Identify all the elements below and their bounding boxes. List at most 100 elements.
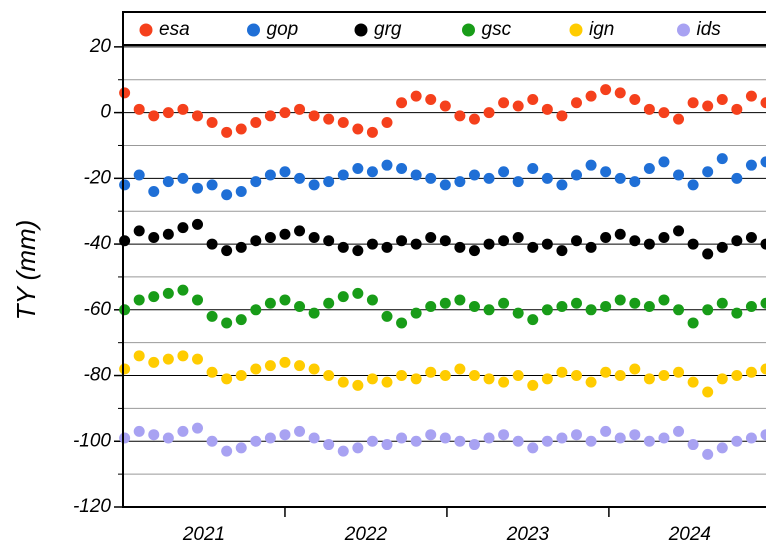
point bbox=[221, 373, 233, 385]
point bbox=[716, 373, 728, 385]
point bbox=[498, 235, 510, 247]
y-tick-label: -60 bbox=[84, 299, 112, 320]
point bbox=[439, 179, 451, 191]
point bbox=[527, 93, 539, 105]
point bbox=[643, 162, 655, 174]
point bbox=[162, 176, 174, 188]
point bbox=[760, 97, 766, 109]
y-tick-label: -40 bbox=[84, 233, 112, 254]
point bbox=[585, 241, 597, 253]
point bbox=[133, 225, 145, 237]
point bbox=[279, 294, 291, 306]
point bbox=[323, 370, 335, 382]
point bbox=[235, 370, 247, 382]
point bbox=[323, 297, 335, 309]
point bbox=[410, 373, 422, 385]
x-tick-label: 2021 bbox=[182, 524, 225, 545]
point bbox=[308, 432, 320, 444]
point bbox=[308, 307, 320, 319]
point bbox=[600, 231, 612, 243]
point bbox=[745, 301, 757, 313]
legend-label: gsc bbox=[482, 19, 512, 40]
point bbox=[250, 435, 262, 447]
point bbox=[454, 110, 466, 122]
point bbox=[614, 432, 626, 444]
point bbox=[366, 238, 378, 250]
point bbox=[381, 116, 393, 128]
point bbox=[148, 185, 160, 197]
point bbox=[483, 373, 495, 385]
point bbox=[731, 235, 743, 247]
y-tick-label: -80 bbox=[84, 365, 112, 386]
point bbox=[323, 439, 335, 451]
legend-marker bbox=[139, 23, 153, 37]
point bbox=[745, 432, 757, 444]
point bbox=[162, 353, 174, 365]
point bbox=[396, 235, 408, 247]
point bbox=[279, 228, 291, 240]
point bbox=[556, 366, 568, 378]
point bbox=[425, 301, 437, 313]
point bbox=[133, 425, 145, 437]
point bbox=[629, 429, 641, 441]
point bbox=[119, 235, 131, 247]
point bbox=[512, 307, 524, 319]
point bbox=[512, 370, 524, 382]
point bbox=[264, 360, 276, 372]
point bbox=[279, 107, 291, 119]
point bbox=[673, 169, 685, 181]
point bbox=[673, 225, 685, 237]
point bbox=[600, 366, 612, 378]
point bbox=[133, 350, 145, 362]
point bbox=[687, 179, 699, 191]
point bbox=[177, 222, 189, 234]
point bbox=[658, 107, 670, 119]
point bbox=[294, 172, 306, 184]
point bbox=[177, 350, 189, 362]
point bbox=[658, 432, 670, 444]
point bbox=[410, 307, 422, 319]
point bbox=[527, 241, 539, 253]
point bbox=[337, 241, 349, 253]
point bbox=[308, 363, 320, 375]
point bbox=[614, 228, 626, 240]
point bbox=[294, 360, 306, 372]
point bbox=[250, 116, 262, 128]
point bbox=[119, 304, 131, 316]
point bbox=[381, 439, 393, 451]
point bbox=[585, 159, 597, 171]
point bbox=[119, 432, 131, 444]
point bbox=[221, 189, 233, 201]
point bbox=[731, 103, 743, 115]
point bbox=[162, 228, 174, 240]
point bbox=[177, 284, 189, 296]
point bbox=[716, 297, 728, 309]
point bbox=[512, 176, 524, 188]
legend-label: gop bbox=[267, 19, 299, 40]
point bbox=[483, 238, 495, 250]
point bbox=[629, 235, 641, 247]
point bbox=[600, 84, 612, 96]
point bbox=[366, 126, 378, 138]
point bbox=[279, 356, 291, 368]
y-tick-label: -100 bbox=[73, 430, 111, 451]
point bbox=[235, 185, 247, 197]
point bbox=[396, 162, 408, 174]
point bbox=[498, 166, 510, 178]
point bbox=[716, 153, 728, 165]
point bbox=[468, 113, 480, 125]
point bbox=[468, 169, 480, 181]
point bbox=[192, 218, 204, 230]
point bbox=[323, 235, 335, 247]
point bbox=[643, 238, 655, 250]
point bbox=[673, 304, 685, 316]
point bbox=[454, 435, 466, 447]
legend-marker bbox=[354, 23, 368, 37]
point bbox=[556, 245, 568, 257]
legend-label: ign bbox=[589, 19, 614, 40]
point bbox=[483, 172, 495, 184]
point bbox=[527, 162, 539, 174]
point bbox=[643, 301, 655, 313]
point bbox=[658, 231, 670, 243]
point bbox=[541, 172, 553, 184]
